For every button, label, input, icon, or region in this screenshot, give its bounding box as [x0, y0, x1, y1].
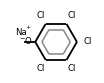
Text: O: O — [25, 37, 32, 46]
Text: Cl: Cl — [37, 11, 45, 20]
Text: −: − — [19, 35, 25, 40]
Text: Cl: Cl — [83, 37, 92, 46]
Text: Cl: Cl — [37, 64, 45, 73]
Text: +: + — [25, 25, 31, 30]
Text: Na: Na — [16, 28, 27, 37]
Text: Cl: Cl — [67, 11, 76, 20]
Text: Cl: Cl — [67, 64, 76, 73]
